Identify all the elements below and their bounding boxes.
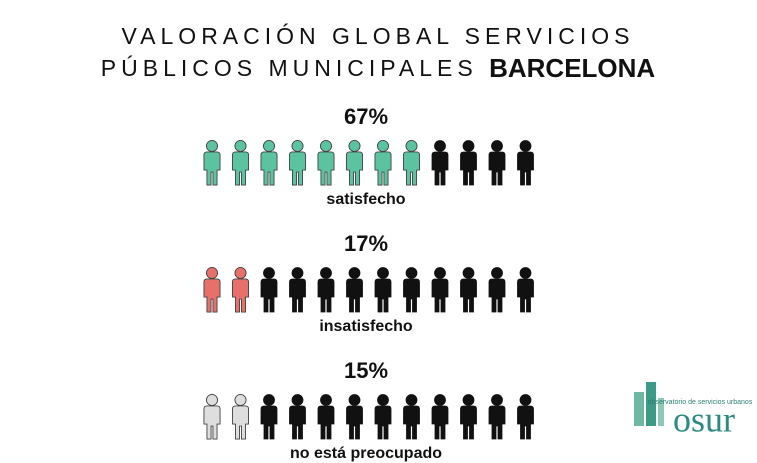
filled-icons [203,394,249,440]
person-icon [289,140,306,186]
person-icon [460,394,477,440]
person-icon [460,140,477,186]
person-icon [403,394,420,440]
person-icon [460,267,477,313]
person-icon [317,267,335,313]
person-icon [488,140,506,186]
person-icon [289,267,306,313]
person-icon [517,140,534,186]
person-icon [203,394,221,440]
chart-title: VALORACIÓN GLOBAL SERVICIOS [122,23,635,49]
person-icon [346,267,363,313]
person-icon [431,267,449,313]
person-icon [374,267,392,313]
logo: observatorio de servicios urbanos osur [634,382,753,439]
person-icon [232,140,249,186]
person-icon [260,140,278,186]
category-label: insatisfecho [319,318,413,335]
person-icon [346,394,363,440]
category-label: satisfecho [326,191,405,208]
person-icon [317,394,335,440]
person-icon [374,394,392,440]
value-label: 17% [344,231,388,256]
logo-caption: observatorio de servicios urbanos [648,399,753,406]
filled-icons [203,140,420,186]
person-icon [317,140,335,186]
person-icon [431,394,449,440]
person-icon [374,140,392,186]
value-label: 67% [344,104,388,129]
person-icon [488,267,506,313]
chart-title: PÚBLICOS MUNICIPALES [101,55,478,81]
person-icon [203,267,221,313]
person-icon [203,140,221,186]
filled-icons [203,267,249,313]
person-icon [260,394,278,440]
value-label: 15% [344,358,388,383]
person-icon [517,267,534,313]
category-label: no está preocupado [290,445,442,462]
person-icon [517,394,534,440]
person-icon [346,140,363,186]
person-icon [403,140,420,186]
person-icon [232,267,249,313]
person-icon [260,267,278,313]
person-icon [431,140,449,186]
person-icon [488,394,506,440]
logo-name: osur [673,399,735,439]
person-icon [289,394,306,440]
person-icon [403,267,420,313]
person-icon [232,394,249,440]
chart-title-line: PÚBLICOS MUNICIPALES BARCELONA [101,53,656,83]
chart-title-highlight: BARCELONA [489,53,655,83]
